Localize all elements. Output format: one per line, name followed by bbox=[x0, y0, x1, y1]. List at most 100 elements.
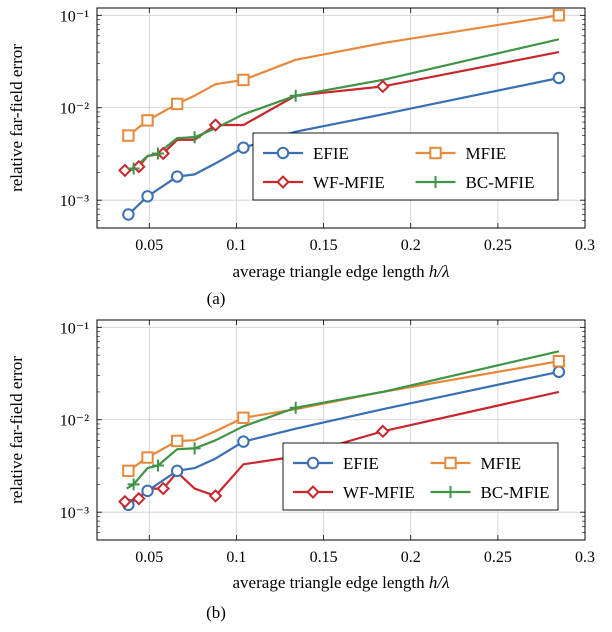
legend-item: EFIE bbox=[293, 454, 379, 473]
legend: EFIE MFIE WF-MFIE BC-MFIE bbox=[282, 442, 559, 511]
legend-label: EFIE bbox=[343, 454, 379, 473]
legend-label: BC-MFIE bbox=[481, 483, 550, 502]
x-tick-label: 0.2 bbox=[401, 549, 421, 566]
chart-panel-1: 0.05 0.1 0.15 0.2 0.25 0.3 10⁻³ 10⁻² 10⁻¹ EFIE MFI… bbox=[7, 7, 595, 308]
plot-frame bbox=[96, 319, 586, 541]
y-tick-label: 10⁻¹ bbox=[60, 320, 89, 337]
legend-box bbox=[282, 442, 559, 511]
x-tick-label: 0.15 bbox=[310, 237, 338, 254]
legend-label: EFIE bbox=[313, 144, 349, 163]
data-point-wf-mfie bbox=[118, 163, 132, 178]
series-line-efie bbox=[127, 370, 560, 506]
data-point-mfie bbox=[170, 434, 184, 448]
data-point-mfie bbox=[552, 9, 566, 22]
panel-caption: (b) bbox=[206, 603, 226, 622]
data-point-efie bbox=[237, 141, 250, 154]
data-point-efie bbox=[141, 190, 154, 203]
x-tick-label: 0.05 bbox=[135, 237, 163, 254]
data-point-wf-mfie bbox=[208, 118, 223, 132]
data-point-bc-mfie bbox=[152, 459, 164, 472]
legend-label: WF-MFIE bbox=[313, 173, 385, 192]
data-point-efie bbox=[122, 208, 135, 221]
legend-item: WF-MFIE bbox=[293, 483, 415, 502]
y-tick-label: 10⁻¹ bbox=[60, 8, 89, 25]
data-point-mfie bbox=[141, 114, 154, 127]
plot-frame bbox=[96, 7, 586, 229]
x-tick-label: 0.15 bbox=[310, 549, 338, 566]
legend-label: WF-MFIE bbox=[343, 483, 415, 502]
data-point-wf-mfie bbox=[156, 481, 171, 496]
data-point-mfie bbox=[122, 129, 135, 142]
data-point-mfie bbox=[237, 73, 250, 87]
y-tick-label: 10⁻² bbox=[60, 413, 89, 430]
x-tick-label: 0.1 bbox=[226, 549, 246, 566]
data-point-wf-mfie bbox=[208, 489, 223, 503]
x-tick-label: 0.25 bbox=[484, 237, 512, 254]
series-markers-mfie bbox=[122, 9, 566, 142]
x-tick-label: 0.3 bbox=[575, 549, 595, 566]
legend-swatch-marker bbox=[276, 175, 290, 189]
legend-swatch-marker bbox=[276, 146, 290, 160]
legend-item: MFIE bbox=[415, 144, 507, 163]
data-point-mfie bbox=[122, 464, 135, 478]
y-tick-label: 10⁻³ bbox=[60, 193, 89, 210]
data-point-efie bbox=[552, 71, 566, 85]
data-point-mfie bbox=[141, 451, 154, 464]
legend-label: MFIE bbox=[481, 454, 522, 473]
legend-swatch-marker bbox=[306, 456, 320, 470]
chart-panel-2: 0.05 0.1 0.15 0.2 0.25 0.3 10⁻³ 10⁻² 10⁻¹ EFIE MFI… bbox=[7, 319, 595, 622]
data-point-efie bbox=[552, 365, 566, 379]
legend-item: WF-MFIE bbox=[263, 173, 385, 192]
x-tick-label: 0.05 bbox=[135, 549, 163, 566]
y-axis-label: relative far-field error bbox=[7, 44, 26, 192]
data-point-efie bbox=[237, 435, 250, 448]
legend-item: BC-MFIE bbox=[430, 483, 550, 502]
x-axis-label-symbol: h/λ bbox=[429, 573, 450, 592]
x-axis-label: average triangle edge length h/λ bbox=[233, 262, 450, 281]
legend-swatch-marker bbox=[429, 176, 442, 188]
legend-swatch-marker bbox=[306, 485, 320, 499]
panel-caption: (a) bbox=[207, 289, 226, 308]
data-point-bc-mfie bbox=[289, 401, 302, 414]
series-line-efie bbox=[127, 76, 560, 216]
y-tick-label: 10⁻³ bbox=[60, 505, 89, 522]
series-markers-efie bbox=[122, 71, 566, 221]
data-point-efie bbox=[141, 484, 154, 498]
series-markers-mfie bbox=[122, 354, 566, 478]
x-axis-label: average triangle edge length h/λ bbox=[233, 573, 450, 592]
legend-swatch-marker bbox=[444, 486, 457, 498]
series-markers-wf-mfie bbox=[118, 424, 390, 509]
y-tick-label: 10⁻² bbox=[60, 101, 89, 118]
data-point-wf-mfie bbox=[376, 424, 390, 439]
series-lines bbox=[118, 9, 566, 221]
x-axis-label-symbol: h/λ bbox=[429, 262, 450, 281]
legend-swatch-marker bbox=[429, 146, 442, 160]
legend-label: BC-MFIE bbox=[466, 173, 535, 192]
y-axis-label: relative far-field error bbox=[7, 356, 26, 504]
data-point-wf-mfie bbox=[118, 494, 132, 509]
data-point-efie bbox=[170, 170, 184, 183]
legend-item: MFIE bbox=[430, 454, 522, 473]
data-point-bc-mfie bbox=[127, 478, 140, 491]
x-tick-label: 0.1 bbox=[226, 237, 246, 254]
data-point-mfie bbox=[237, 411, 250, 424]
series-line-mfie bbox=[127, 14, 560, 137]
legend-swatch-marker bbox=[444, 456, 457, 470]
data-point-mfie bbox=[552, 354, 566, 368]
data-point-bc-mfie bbox=[188, 131, 201, 144]
x-tick-label: 0.2 bbox=[401, 237, 421, 254]
legend-item: BC-MFIE bbox=[415, 173, 535, 192]
legend: EFIE MFIE WF-MFIE BC-MFIE bbox=[252, 132, 559, 201]
data-point-bc-mfie bbox=[127, 162, 140, 175]
data-point-bc-mfie bbox=[289, 89, 302, 102]
data-point-wf-mfie bbox=[132, 491, 146, 506]
data-point-bc-mfie bbox=[188, 442, 201, 455]
legend-item: EFIE bbox=[263, 144, 349, 163]
data-point-efie bbox=[170, 464, 184, 478]
series-markers-bc-mfie bbox=[127, 401, 302, 491]
data-point-wf-mfie bbox=[376, 79, 390, 94]
legend-label: MFIE bbox=[466, 144, 507, 163]
x-tick-label: 0.25 bbox=[484, 549, 512, 566]
series-markers-bc-mfie bbox=[127, 89, 302, 175]
